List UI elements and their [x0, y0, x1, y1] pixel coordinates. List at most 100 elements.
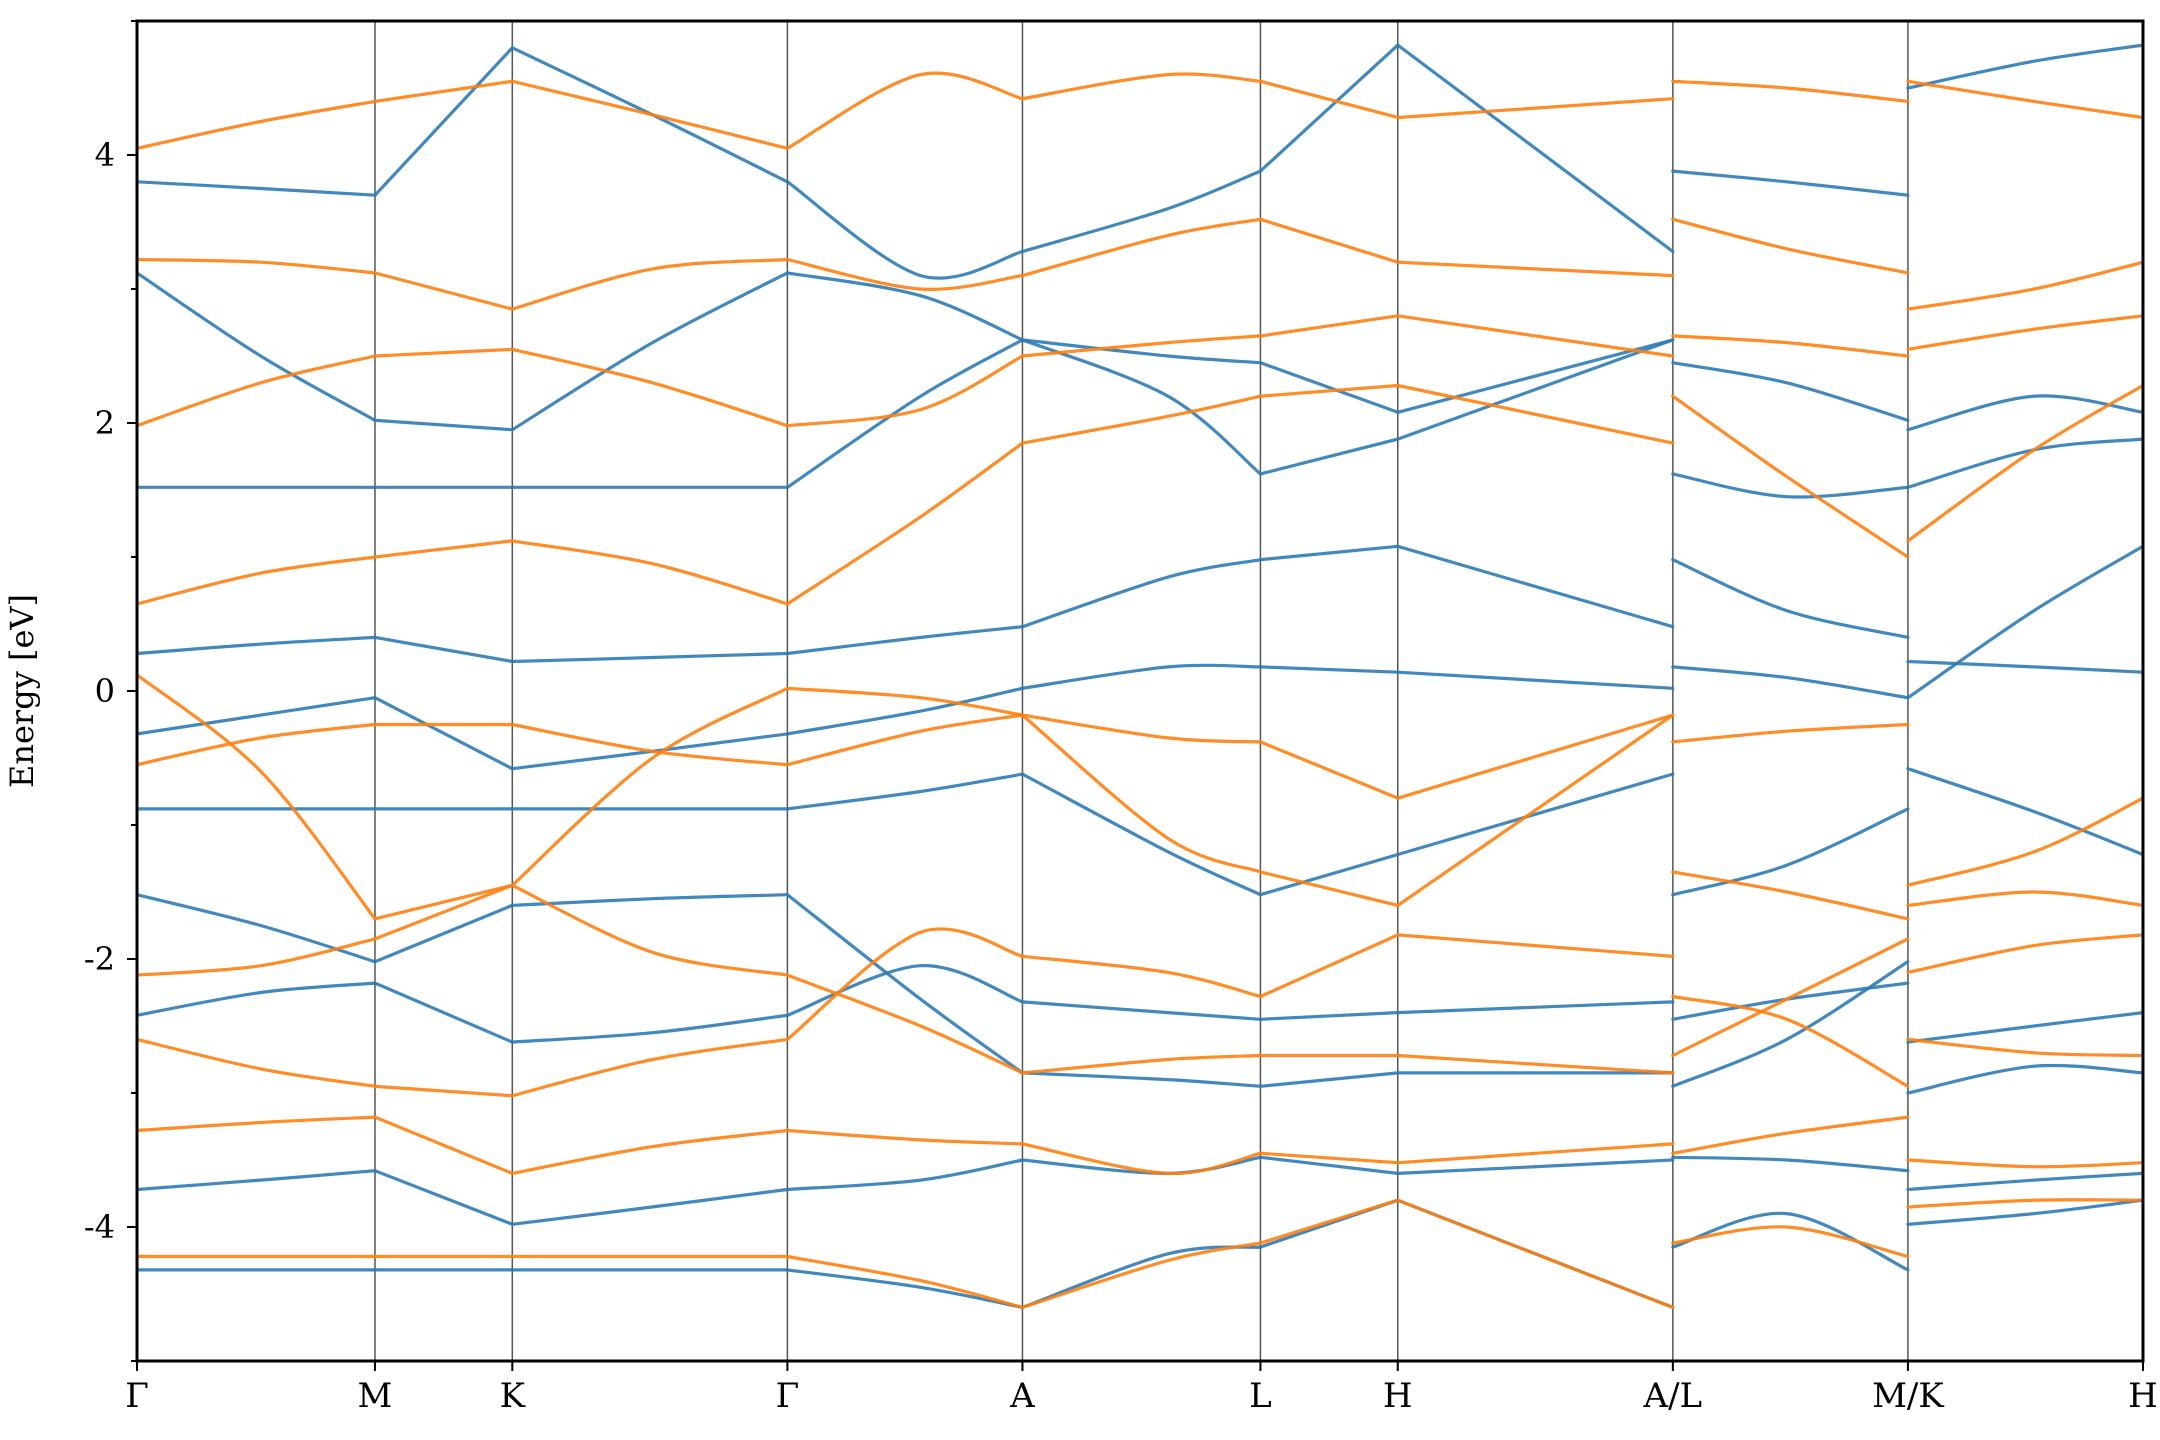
band-line-spin-down — [137, 99, 377, 150]
band-line-spin-up — [510, 1187, 789, 1226]
band-line-spin-up — [1906, 767, 2143, 857]
band-line-spin-down — [1020, 1241, 1262, 1309]
band-line-spin-down — [1020, 334, 1262, 358]
band-line-spin-down — [510, 722, 789, 767]
band-line-spin-up — [1671, 807, 1910, 897]
band-line-spin-up — [1020, 169, 1262, 254]
band-line-spin-up — [1258, 437, 1400, 476]
band-line-spin-down — [1396, 1053, 1675, 1075]
band-line-spin-up — [137, 981, 377, 1017]
band-line-spin-up — [1258, 1071, 1400, 1088]
x-tick-label: A — [1009, 1376, 1035, 1416]
band-line-spin-up — [1258, 665, 1400, 674]
band-line-spin-up — [1671, 558, 1910, 639]
band-line-spin-up — [1906, 1171, 2143, 1192]
band-line-spin-down — [1906, 383, 2143, 543]
band-line-spin-down — [785, 71, 1025, 150]
band-line-spin-down — [373, 539, 514, 559]
y-axis: -4 -2 0 2 4 — [84, 20, 137, 1362]
band-line-spin-down — [1020, 954, 1262, 999]
band-line-spin-down — [1258, 383, 1400, 398]
band-line-spin-down — [1396, 97, 1675, 120]
band-line-spin-down — [1671, 1225, 1910, 1259]
y-tick-label: 0 — [95, 672, 115, 710]
band-line-spin-down — [373, 271, 514, 311]
band-line-spin-down — [1020, 713, 1262, 744]
band-line-spin-up — [1020, 558, 1262, 629]
band-line-spin-up — [510, 1013, 789, 1044]
band-line-spin-down — [1396, 1198, 1675, 1309]
band-line-spin-down — [137, 722, 377, 767]
x-axis: Γ M K Γ A L H A/L M/K H — [125, 1361, 2158, 1416]
band-line-spin-down — [785, 1128, 1025, 1146]
band-line-spin-down — [785, 441, 1025, 606]
band-line-spin-down — [1396, 314, 1675, 358]
band-line-spin-up — [1906, 394, 2143, 432]
band-line-spin-down — [1671, 79, 1910, 103]
band-line-spin-down — [510, 79, 789, 150]
band-line-spin-up — [373, 903, 514, 964]
band-line-spin-down — [510, 257, 789, 311]
band-line-spin-down — [1258, 740, 1400, 800]
band-line-spin-down — [1396, 713, 1675, 800]
band-line-spin-down — [373, 883, 514, 941]
band-line-spin-up — [1671, 472, 1910, 499]
band-line-spin-up — [785, 772, 1025, 811]
band-line-spin-up — [373, 981, 514, 1044]
band-line-spin-up — [1396, 670, 1675, 690]
band-line-spin-up — [1258, 361, 1400, 414]
band-line-spin-up — [373, 696, 514, 771]
band-line-spin-down — [1020, 394, 1262, 445]
band-line-spin-down — [1396, 933, 1675, 958]
band-line-spin-up — [785, 338, 1025, 489]
band-line-spin-down — [510, 539, 789, 606]
y-tick-label: -2 — [84, 940, 115, 978]
band-line-spin-up — [373, 418, 514, 432]
band-line-spin-down — [785, 257, 1025, 291]
band-line-spin-down — [1258, 1198, 1400, 1245]
band-line-spin-up — [1396, 1158, 1675, 1175]
band-line-spin-up — [1396, 43, 1675, 254]
band-line-spin-down — [137, 354, 377, 428]
x-tick-label: L — [1249, 1376, 1272, 1416]
band-line-spin-up — [1396, 772, 1675, 857]
band-line-spin-down — [137, 673, 377, 921]
band-line-spin-up — [1020, 663, 1262, 690]
band-line-spin-down — [785, 973, 1025, 1075]
band-line-spin-up — [510, 271, 789, 432]
band-line-spin-up — [1258, 1011, 1400, 1021]
band-line-spin-up — [1258, 544, 1400, 562]
band-line-spin-up — [1020, 772, 1262, 897]
band-line-spin-down — [1396, 260, 1675, 278]
band-line-spin-down — [1671, 217, 1910, 275]
band-line-spin-up — [137, 635, 377, 656]
band-line-spin-down — [137, 555, 377, 606]
band-line-spin-down — [1906, 1158, 2143, 1169]
band-line-spin-up — [1020, 338, 1262, 365]
band-line-spin-up — [1906, 1063, 2143, 1095]
band-line-spin-down — [1258, 217, 1400, 264]
band-line-spin-up — [137, 893, 377, 964]
band-line-spin-down — [1671, 1115, 1910, 1155]
band-line-spin-down — [1396, 1142, 1675, 1165]
x-tick-label: M/K — [1872, 1376, 1944, 1416]
band-line-spin-down — [785, 354, 1025, 428]
band-line-spin-up — [137, 696, 377, 736]
band-line-spin-up — [1396, 338, 1675, 414]
band-line-spin-up — [1906, 544, 2143, 700]
band-line-spin-up — [785, 625, 1025, 656]
y-tick-label: 4 — [95, 136, 115, 174]
band-line-spin-up — [1671, 960, 1910, 1088]
band-line-spin-down — [1020, 1053, 1262, 1075]
band-line-spin-down — [1020, 72, 1262, 101]
band-line-spin-up — [1906, 1011, 2143, 1044]
band-line-spin-down — [1258, 79, 1400, 120]
y-tick-label: 2 — [95, 404, 115, 442]
x-tick-label: Γ — [776, 1376, 800, 1416]
band-line-spin-down — [510, 347, 789, 428]
band-line-spin-up — [785, 686, 1025, 736]
band-line-spin-up — [1906, 43, 2143, 90]
band-line-spin-down — [137, 1037, 377, 1088]
band-line-spin-down — [510, 1128, 789, 1175]
